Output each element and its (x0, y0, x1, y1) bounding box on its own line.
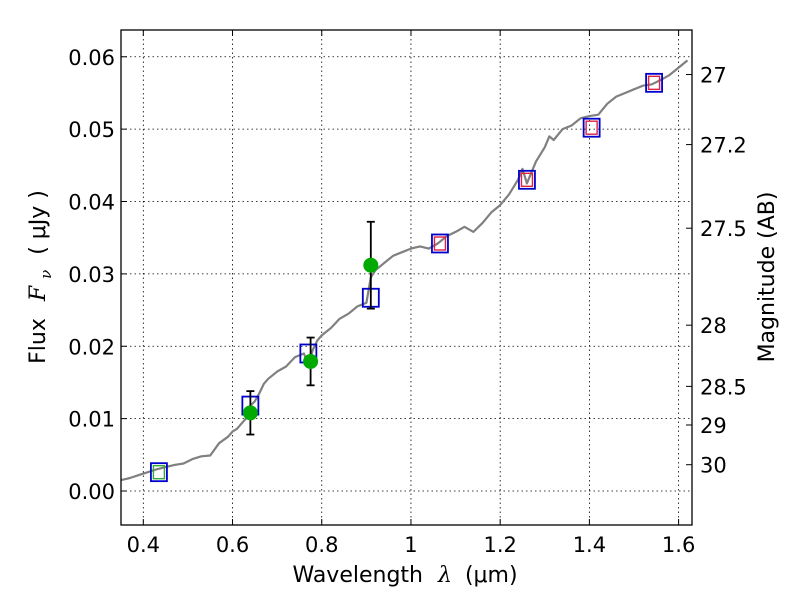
spectrum-line (121, 59, 689, 482)
tick-labels: 0.4 0.6 0.8 1 1.2 1.4 1.6 0.00 0.01 0.02 0.03 0.04 0… (68, 46, 747, 557)
y-tick-label: 0.04 (68, 191, 115, 215)
model-square (152, 464, 166, 480)
x-tick-label: 1.4 (573, 533, 606, 557)
photometry-square (582, 117, 601, 138)
measurement-point (303, 353, 319, 369)
model-square (647, 75, 661, 91)
grid (121, 30, 692, 525)
y-tick-label: 0.05 (68, 118, 115, 142)
y-axis-label-units: ( μJy ) (26, 190, 51, 255)
y-axis-label-subscript: ν (37, 270, 55, 279)
x-tick-label: 1.6 (662, 533, 695, 557)
photometry-square (518, 169, 536, 190)
model-square (585, 120, 598, 135)
x-tick-label: 1.2 (483, 533, 516, 557)
mag-tick-label: 29 (700, 414, 727, 438)
photometry-square (150, 462, 168, 483)
x-axis-label: Wavelength λ (μm) (292, 563, 517, 588)
y-tick-label: 0.06 (68, 46, 115, 70)
x-tick-label: 0.8 (305, 533, 338, 557)
plot-frame (120, 29, 693, 526)
mag-tick-label: 27 (700, 64, 727, 88)
ticks (121, 30, 692, 525)
mag-tick-label: 27.2 (700, 134, 747, 158)
photometry-square (645, 72, 663, 93)
y-tick-label: 0.03 (68, 263, 115, 287)
mag-tick-label: 28 (700, 314, 727, 338)
series-group (121, 59, 689, 483)
x-tick-label: 0.6 (216, 533, 249, 557)
x-axis-label-symbol: λ (437, 563, 452, 588)
mag-tick-label: 28.5 (700, 375, 747, 399)
measurement-point (242, 405, 258, 421)
y-axis-label-prefix: Flux (26, 318, 51, 364)
x-tick-label: 0.4 (127, 533, 160, 557)
mag-tick-label: 27.5 (700, 217, 747, 241)
photometry-square (431, 233, 449, 254)
y-tick-label: 0.01 (68, 408, 115, 432)
y-tick-label: 0.02 (68, 335, 115, 359)
x-axis-label-prefix: Wavelength (292, 563, 423, 588)
y2-axis-label: Magnitude (AB) (755, 192, 780, 363)
measurement-point (363, 257, 379, 273)
mag-tick-label: 30 (700, 454, 727, 478)
model-square (433, 236, 447, 251)
model-square (520, 172, 534, 188)
y-axis-label-symbol: F (26, 285, 51, 302)
y-axis-label: Flux F ν ( μJy ) (26, 190, 57, 364)
x-tick-label: 1 (404, 533, 417, 557)
x-axis-label-units: (μm) (465, 563, 518, 588)
y-tick-label: 0.00 (68, 480, 115, 504)
